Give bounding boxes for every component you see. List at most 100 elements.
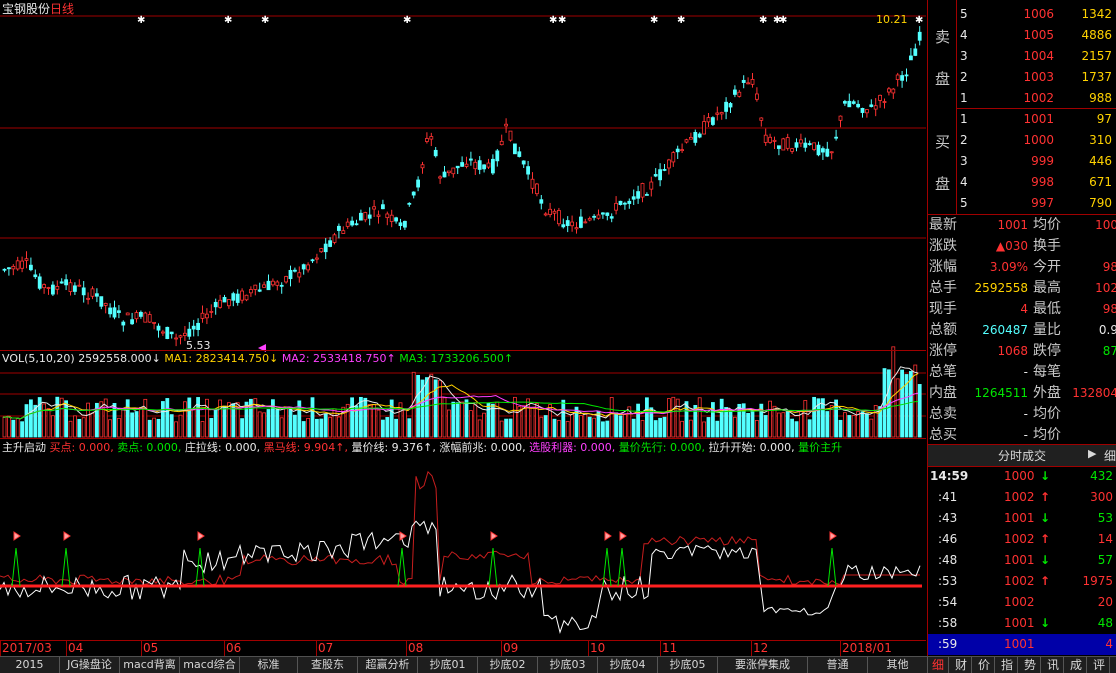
order-book-row[interactable]: 4 1005 4886 xyxy=(928,25,1116,46)
volume-bar xyxy=(733,416,737,438)
indicator-tab[interactable]: macd背离 xyxy=(120,657,180,673)
indicator-tab[interactable]: 超赢分析 xyxy=(358,657,418,673)
candle-body xyxy=(143,312,148,323)
candle-body xyxy=(55,286,60,290)
chart-canvas[interactable]: ✱ ✱ ✱ ✱ ✱ ✱ ✱ ✱ ✱ ✱✱ ✱ xyxy=(0,0,926,656)
indicator-tab[interactable]: 抄底03 xyxy=(538,657,598,673)
indicator-value: 量价先行: 0.000, xyxy=(615,441,705,454)
indicator-tab[interactable]: 抄底04 xyxy=(598,657,658,673)
order-book-row[interactable]: 5 1006 1342 xyxy=(928,4,1116,25)
tick-time: 14:59 xyxy=(930,469,969,483)
candle-body xyxy=(583,221,588,224)
tick-row[interactable]: 14:59 1000 ↓ 432 xyxy=(928,466,1116,487)
candle-body xyxy=(20,260,25,269)
quote-label: 总额 xyxy=(929,322,957,338)
quote-label: 总手 xyxy=(929,280,957,296)
order-book-row[interactable]: 5 997 790 xyxy=(928,193,1116,214)
volume-bar xyxy=(763,415,768,438)
side-tab[interactable]: 价 xyxy=(974,657,995,673)
volume-bar xyxy=(380,419,385,438)
order-book-row[interactable]: 2 1000 310 xyxy=(928,130,1116,151)
indicator-tab[interactable]: 查股东 xyxy=(298,657,358,673)
tick-row[interactable]: :46 1002 ↑ 14 xyxy=(928,529,1116,550)
tick-row[interactable]: :43 1001 ↓ 53 xyxy=(928,508,1116,529)
ticks-header[interactable]: 分时成交 ▶ 细 xyxy=(928,444,1116,467)
side-tab[interactable]: 讯 xyxy=(1043,657,1064,673)
side-tab[interactable]: 细 xyxy=(928,657,949,673)
volume-bar xyxy=(363,397,368,438)
tick-price: 1001 xyxy=(1004,637,1035,651)
side-tab[interactable]: 评 xyxy=(1089,657,1110,673)
volume-bar xyxy=(156,418,161,438)
tick-row[interactable]: :41 1002 ↑ 300 xyxy=(928,487,1116,508)
quote-label: 内盘 xyxy=(929,385,957,401)
price: 1000 xyxy=(1023,133,1054,147)
candle-body xyxy=(363,212,368,221)
indicator-tab[interactable]: JG操盘论 xyxy=(60,657,120,673)
candle-body xyxy=(539,199,544,204)
candle-body xyxy=(561,224,566,228)
tick-row[interactable]: :59 1001 4 xyxy=(928,634,1116,655)
order-book-row[interactable]: 4 998 671 xyxy=(928,172,1116,193)
indicator-tab[interactable]: 要涨停集成 xyxy=(718,657,808,673)
volume-bar xyxy=(552,418,557,438)
indicator-tab[interactable]: 抄底05 xyxy=(658,657,718,673)
candle-body xyxy=(117,310,121,313)
tick-volume: 14 xyxy=(1097,532,1113,546)
candle-body xyxy=(147,314,152,323)
level: 1 xyxy=(960,112,968,126)
volume-bar xyxy=(904,374,909,438)
order-book-row[interactable]: 3 999 446 xyxy=(928,151,1116,172)
volume-bar xyxy=(90,412,95,438)
quote-label: 最低 xyxy=(1033,301,1061,317)
side-tab[interactable]: 势 xyxy=(1020,657,1041,673)
indicator-tab[interactable]: 其他 xyxy=(868,657,928,673)
indicator-value: 拉升开始: 0.000, xyxy=(704,441,795,454)
side-tab[interactable]: 指 xyxy=(997,657,1018,673)
tick-volume: 57 xyxy=(1097,553,1113,567)
tick-row[interactable]: :54 1002 20 xyxy=(928,592,1116,613)
order-book-row[interactable]: 2 1003 1737 xyxy=(928,67,1116,88)
candle-body xyxy=(222,297,227,303)
quote-row: 内盘 1264511 外盘 132804 xyxy=(928,383,1116,404)
indicator-tab[interactable]: 抄底02 xyxy=(478,657,538,673)
volume-bar xyxy=(200,421,205,438)
order-book-row[interactable]: 1 1002 988 xyxy=(928,88,1116,109)
tick-volume: 300 xyxy=(1090,490,1113,504)
indicator-tab[interactable]: 普通 xyxy=(808,657,868,673)
volume-bar xyxy=(777,412,781,438)
side-tab[interactable]: 财 xyxy=(951,657,972,673)
buy-flag-icon xyxy=(619,531,627,541)
quote-value: 260487 xyxy=(982,323,1028,337)
volume-bar xyxy=(508,418,513,438)
candle-body xyxy=(464,163,469,167)
order-book-row[interactable]: 1 1001 97 xyxy=(928,109,1116,130)
indicator-tab[interactable]: 标准 xyxy=(240,657,298,673)
volume-bar xyxy=(402,409,407,438)
indicator-tab[interactable]: 抄底01 xyxy=(418,657,478,673)
volume-bar xyxy=(847,415,852,438)
indicator-tab[interactable]: 2015 xyxy=(0,657,60,673)
kline-chart-area[interactable]: 宝钢股份日线 ✱ ✱ ✱ ✱ ✱ ✱ ✱ ✱ ✱ ✱ ✱ ✱ 10.21 5.53 VOL(5,10,… xyxy=(0,0,926,656)
indicator-value: 量价主升 xyxy=(794,441,843,454)
candle-body xyxy=(209,310,214,313)
tick-row[interactable]: :58 1001 ↓ 48 xyxy=(928,613,1116,634)
quote-label: 总卖 xyxy=(929,406,957,422)
up-arrow-icon: ↑ xyxy=(1040,490,1051,504)
up-arrow-icon: ↑ xyxy=(1040,532,1051,546)
indicator-tab[interactable]: macd综合 xyxy=(180,657,240,673)
side-tab[interactable]: 成 xyxy=(1066,657,1087,673)
candle-body xyxy=(680,149,684,152)
tick-volume: 432 xyxy=(1090,469,1113,483)
signal-spike xyxy=(11,547,21,587)
order-book-row[interactable]: 3 1004 2157 xyxy=(928,46,1116,67)
signal-star-icon: ✱ xyxy=(261,15,269,26)
tick-row[interactable]: :53 1002 ↑ 1975 xyxy=(928,571,1116,592)
tick-row[interactable]: :48 1001 ↓ 57 xyxy=(928,550,1116,571)
level: 3 xyxy=(960,154,968,168)
volume-bar xyxy=(653,420,658,438)
tick-price: 1002 xyxy=(1004,532,1035,546)
quote-label: 今开 xyxy=(1033,259,1061,275)
volume-bar xyxy=(385,417,390,438)
candle-body xyxy=(799,139,803,144)
